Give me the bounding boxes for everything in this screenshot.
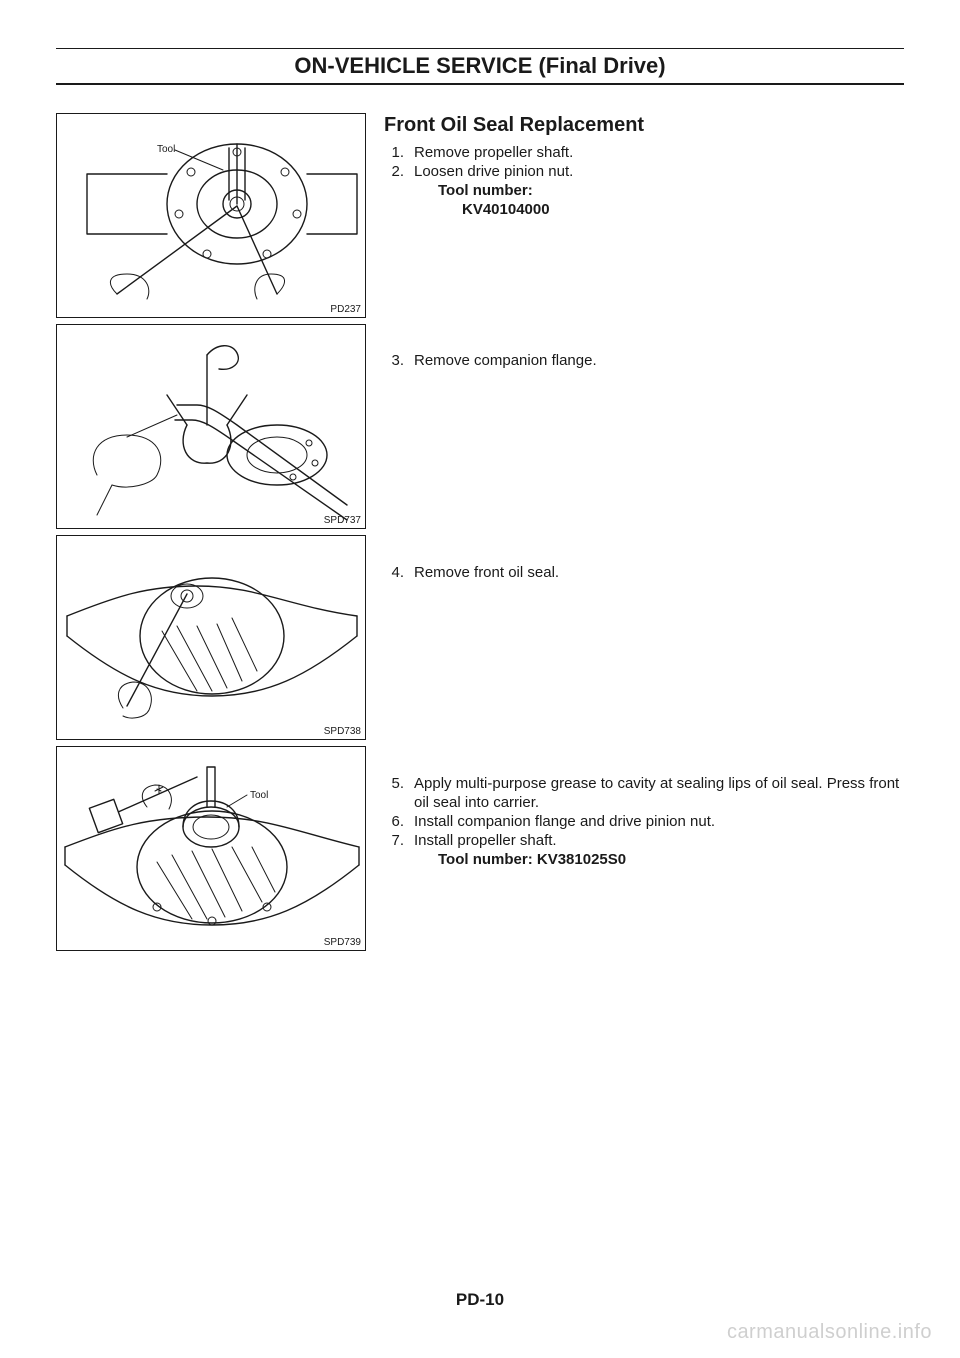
step-row: 4. Remove front oil seal.	[384, 563, 904, 582]
block-gap	[384, 582, 904, 774]
step-number: 6.	[384, 812, 404, 831]
figure-pd237-ref: PD237	[330, 304, 361, 315]
step-number: 7.	[384, 831, 404, 850]
figure-pd237-svg	[57, 114, 365, 317]
page-number: PD-10	[0, 1290, 960, 1310]
step-row: 1. Remove propeller shaft.	[384, 143, 904, 162]
step-row: 6. Install companion flange and drive pin…	[384, 812, 904, 831]
section-title: Front Oil Seal Replacement	[384, 113, 904, 139]
figure-spd739-tool-label: Tool	[250, 790, 268, 801]
step-indented-bold: KV40104000	[384, 200, 904, 219]
header-rule-top	[56, 48, 904, 49]
step-text: Remove propeller shaft.	[414, 143, 904, 162]
step-number: 2.	[384, 162, 404, 181]
figure-spd739: Tool SPD739	[56, 746, 366, 951]
figures-column: Tool PD237	[56, 113, 366, 951]
page-header-title: ON-VEHICLE SERVICE (Final Drive)	[56, 51, 904, 83]
figure-spd738-ref: SPD738	[324, 726, 361, 737]
step-row: 3. Remove companion flange.	[384, 351, 904, 370]
step-text: Remove companion flange.	[414, 351, 904, 370]
steps-container: 1. Remove propeller shaft. 2. Loosen drive …	[384, 143, 904, 870]
step-text: Install companion flange and drive pinio…	[414, 812, 904, 831]
page: ON-VEHICLE SERVICE (Final Drive)	[0, 0, 960, 1358]
block-gap	[384, 219, 904, 351]
figure-pd237-tool-label: Tool	[157, 144, 175, 155]
watermark: carmanualsonline.info	[727, 1321, 932, 1344]
text-column: Front Oil Seal Replacement 1. Remove prop…	[384, 113, 904, 951]
figure-spd739-svg	[57, 747, 365, 950]
figure-spd737: SPD737	[56, 324, 366, 529]
step-number: 3.	[384, 351, 404, 370]
block-gap	[384, 371, 904, 563]
figure-spd738: SPD738	[56, 535, 366, 740]
content-row: Tool PD237	[56, 113, 904, 951]
step-indented-bold: Tool number: KV381025S0	[384, 850, 904, 869]
step-number: 4.	[384, 563, 404, 582]
step-text: Loosen drive pinion nut.	[414, 162, 904, 181]
figure-pd237: Tool PD237	[56, 113, 366, 318]
step-row: 7. Install propeller shaft.	[384, 831, 904, 850]
figure-spd739-ref: SPD739	[324, 937, 361, 948]
step-text: Remove front oil seal.	[414, 563, 904, 582]
header-rule-bottom	[56, 83, 904, 85]
step-row: 2. Loosen drive pinion nut.	[384, 162, 904, 181]
step-number: 1.	[384, 143, 404, 162]
step-text: Install propeller shaft.	[414, 831, 904, 850]
figure-spd738-svg	[57, 536, 365, 739]
figure-spd737-ref: SPD737	[324, 515, 361, 526]
figure-spd737-svg	[57, 325, 365, 528]
step-indented-bold: Tool number:	[384, 181, 904, 200]
step-row: 5. Apply multi-purpose grease to cavity a…	[384, 774, 904, 812]
step-text: Apply multi-purpose grease to cavity at …	[414, 774, 904, 812]
step-number: 5.	[384, 774, 404, 812]
